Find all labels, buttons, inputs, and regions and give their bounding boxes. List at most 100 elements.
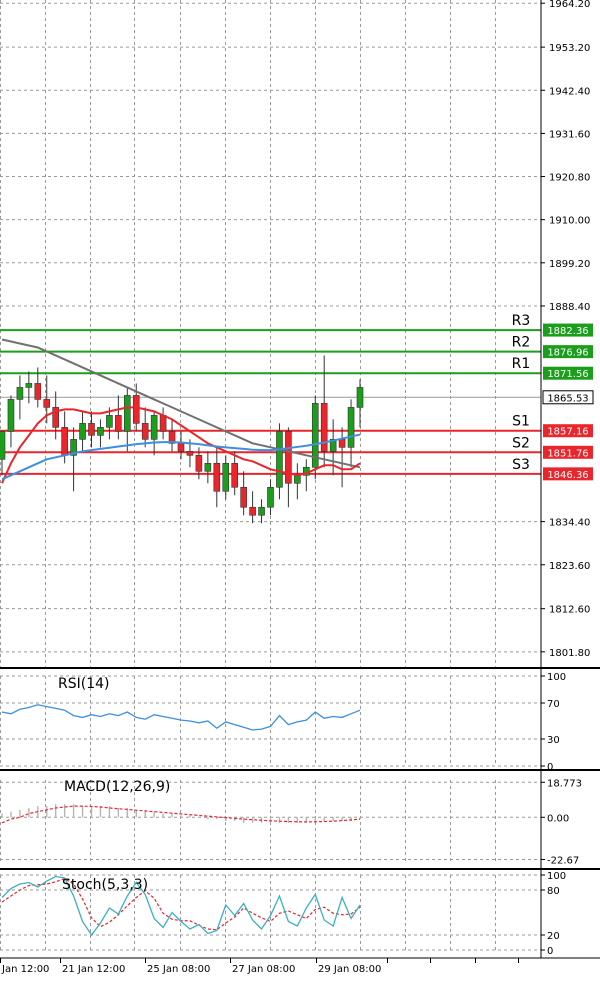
price-tick-label: 1888.40 xyxy=(549,302,590,313)
candle-body xyxy=(141,423,149,440)
candle-body xyxy=(52,407,60,428)
price-tick-label: 1834.40 xyxy=(549,518,590,529)
stoch-panel: 100 80 20 0 Stoch(5,3,3) xyxy=(0,871,566,957)
indicator-tick-label: 30 xyxy=(547,735,560,746)
candle-body xyxy=(177,443,185,452)
macd-axis-ticks: 18.773 0.00 -22.67 xyxy=(541,778,582,867)
level-name-r2: R2 xyxy=(512,335,531,351)
time-tick-label: Jan 12:00 xyxy=(1,964,49,975)
level-name-r3: R3 xyxy=(512,313,531,329)
time-axis: Jan 12:00 21 Jan 12:00 25 Jan 08:00 27 Jan … xyxy=(0,958,519,975)
price-grid xyxy=(0,0,541,667)
indicator-tick-label: 18.773 xyxy=(547,778,582,789)
candle-body xyxy=(195,455,203,472)
candle-body xyxy=(97,427,104,436)
panel-borders xyxy=(0,0,600,959)
candle-body xyxy=(267,486,274,508)
candle-body xyxy=(16,387,24,400)
level-tag-r2: 1876.96 xyxy=(547,348,588,359)
candle-body xyxy=(43,399,51,408)
level-price-tags: 1882.36 1876.96 1871.56 1857.16 1851.76 1846.… xyxy=(543,323,593,481)
candle-body xyxy=(356,387,364,408)
level-tag-bg xyxy=(543,467,593,481)
price-tick-label: 1899.20 xyxy=(549,259,590,270)
last-price-tag: 1865.53 xyxy=(542,390,594,405)
stoch-label: Stoch(5,3,3) xyxy=(62,877,148,893)
stoch-grid xyxy=(0,874,541,951)
last-price-label: 1865.53 xyxy=(547,393,588,404)
level-tag-bg xyxy=(543,323,593,337)
candle-body xyxy=(124,395,131,432)
candle-body xyxy=(168,431,176,444)
candle-body xyxy=(61,427,68,456)
rsi-axis-ticks: 100 70 30 0 xyxy=(541,672,566,773)
rsi-line xyxy=(1,704,361,731)
moving-average-gray xyxy=(1,338,361,469)
price-tick-label: 1942.40 xyxy=(549,86,590,97)
level-tag-s3: 1846.36 xyxy=(547,470,588,481)
time-tick-label: 27 Jan 08:00 xyxy=(232,964,295,975)
indicator-tick-label: 100 xyxy=(547,871,566,882)
price-tick-label: 1823.60 xyxy=(549,561,590,572)
macd-panel: 18.773 0.00 -22.67 MACD(12,26,9) xyxy=(0,778,582,867)
level-tag-r1: 1871.56 xyxy=(547,369,588,380)
candle-body xyxy=(338,439,346,448)
level-tag-s1: 1857.16 xyxy=(547,427,588,438)
level-tag-bg xyxy=(543,345,593,359)
candle-body xyxy=(204,463,212,472)
rsi-label: RSI(14) xyxy=(58,676,109,692)
candle-body xyxy=(347,407,355,448)
indicator-tick-label: 80 xyxy=(547,886,560,897)
stoch-axis-ticks: 100 80 20 0 xyxy=(541,871,566,957)
candle-body xyxy=(329,439,337,452)
price-tick-label: 1812.60 xyxy=(549,605,590,616)
candle-body xyxy=(25,383,33,388)
level-name-s2: S2 xyxy=(512,435,530,451)
indicator-tick-label: -22.67 xyxy=(547,856,579,867)
macd-signal-line xyxy=(1,805,361,824)
macd-label: MACD(12,26,9) xyxy=(64,779,170,795)
candle-body xyxy=(231,463,238,488)
level-name-s1: S1 xyxy=(512,414,530,430)
price-tick-label: 1920.80 xyxy=(549,173,590,184)
level-tag-r3: 1882.36 xyxy=(547,326,588,337)
candle-body xyxy=(294,474,301,484)
price-panel: 1964.20 1953.20 1942.40 1931.60 1920.80 1910.… xyxy=(0,0,594,667)
stoch-k-line xyxy=(1,875,361,937)
candle-body xyxy=(285,431,292,484)
candle-body xyxy=(159,415,167,432)
candle-body xyxy=(150,415,158,440)
candle-body xyxy=(276,431,283,488)
indicator-tick-label: 0 xyxy=(547,762,553,773)
level-name-s3: S3 xyxy=(512,457,530,473)
level-tag-bg xyxy=(543,445,593,459)
time-tick-label: 25 Jan 08:00 xyxy=(147,964,210,975)
indicator-tick-label: 70 xyxy=(547,699,560,710)
candle-body xyxy=(79,423,86,440)
moving-average-red xyxy=(1,406,361,484)
candle-body xyxy=(0,431,6,460)
candle-body xyxy=(34,383,42,400)
candle-body xyxy=(106,415,113,428)
time-tick-label: 21 Jan 12:00 xyxy=(62,964,125,975)
candle-body xyxy=(7,399,15,432)
candle-body xyxy=(115,415,122,432)
indicator-tick-label: 0 xyxy=(547,946,553,957)
candle-body xyxy=(213,463,221,492)
candle-body xyxy=(88,423,95,436)
time-tick-label: 29 Jan 08:00 xyxy=(318,964,381,975)
level-name-r1: R1 xyxy=(512,356,531,372)
candle-body xyxy=(249,506,256,516)
level-tag-bg xyxy=(543,366,593,380)
candle-body xyxy=(132,395,140,424)
level-tag-bg xyxy=(543,424,593,438)
price-tick-label: 1953.20 xyxy=(549,43,590,54)
rsi-panel: 100 70 30 0 RSI(14) xyxy=(0,672,566,773)
price-axis-ticks: 1964.20 1953.20 1942.40 1931.60 1920.80 1910.… xyxy=(541,0,590,659)
price-tick-label: 1931.60 xyxy=(549,129,590,140)
candle-body xyxy=(240,486,247,508)
rsi-grid xyxy=(0,675,541,767)
candle-body xyxy=(311,403,319,468)
price-tick-label: 1964.20 xyxy=(549,0,590,10)
